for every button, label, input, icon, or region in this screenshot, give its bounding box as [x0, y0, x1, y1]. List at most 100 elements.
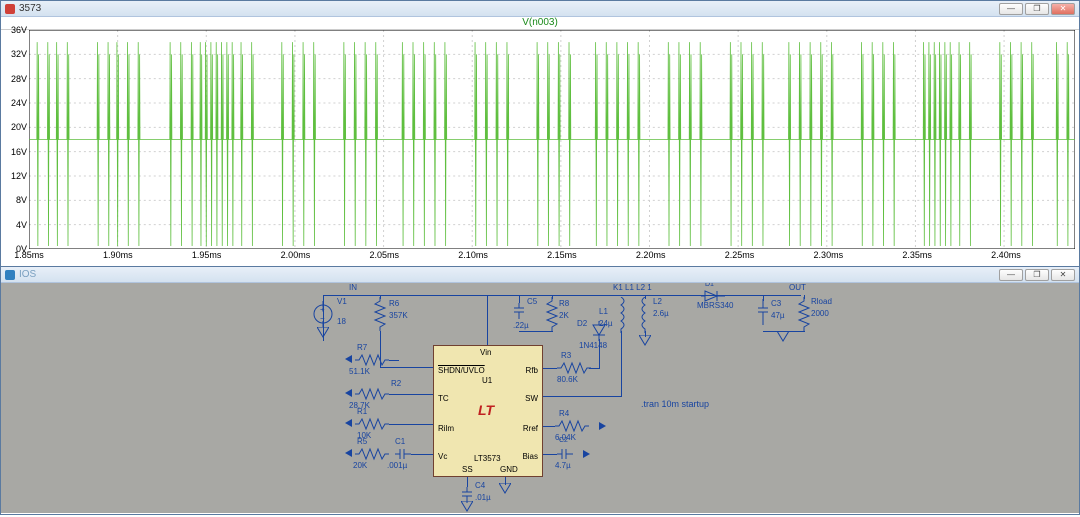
minimize-button[interactable]: —: [999, 3, 1023, 15]
component-l1[interactable]: [613, 297, 629, 333]
netlabel-in[interactable]: IN: [349, 283, 357, 292]
label-r6-ref: R6: [389, 299, 399, 308]
label-r3-val: 80.6K: [557, 375, 578, 384]
x-tick-label: 2.20ms: [636, 250, 666, 260]
x-tick-label: 1.90ms: [103, 250, 133, 260]
component-c5[interactable]: [512, 303, 526, 319]
plot-titlebar[interactable]: 3573 — ❐ ✕: [1, 1, 1079, 17]
gnd-icon: [317, 327, 329, 339]
schematic-canvas[interactable]: LT U1 LT3573 Vin SHDN/UVLO TC Rilm Vc Rf…: [1, 283, 1079, 513]
schematic-window: IOS — ❐ ✕ LT U1 LT3573 Vin SHDN/UVLO TC …: [0, 267, 1080, 515]
x-tick-label: 2.15ms: [547, 250, 577, 260]
label-c4-val: .01µ: [475, 493, 491, 502]
pin-rilm: Rilm: [438, 424, 454, 433]
port-r7[interactable]: [345, 355, 352, 363]
label-c1-ref: C1: [395, 437, 405, 446]
y-tick-label: 32V: [11, 49, 27, 59]
y-tick-label: 28V: [11, 74, 27, 84]
pin-vc: Vc: [438, 452, 447, 461]
label-l2-val: 2.6µ: [653, 309, 669, 318]
y-axis: 0V4V8V12V16V20V24V28V32V36V: [3, 30, 29, 249]
x-tick-label: 2.30ms: [814, 250, 844, 260]
x-tick-label: 2.00ms: [281, 250, 311, 260]
label-d2-ref: D2: [577, 319, 587, 328]
x-tick-label: 2.40ms: [991, 250, 1021, 260]
y-tick-label: 16V: [11, 147, 27, 157]
component-c1[interactable]: [395, 447, 411, 461]
pin-sw: SW: [525, 394, 538, 403]
port-r2[interactable]: [345, 389, 352, 397]
component-v1[interactable]: +−: [313, 299, 335, 329]
label-d2-val: 1N4148: [579, 341, 607, 350]
waveform-trace[interactable]: [29, 42, 1075, 246]
port-r5[interactable]: [345, 449, 352, 457]
label-r7-ref: R7: [357, 343, 367, 352]
component-c3[interactable]: [756, 299, 770, 325]
port-r4[interactable]: [599, 422, 606, 430]
component-c2[interactable]: [557, 447, 573, 461]
label-r5-ref: R5: [357, 437, 367, 446]
component-rload[interactable]: [797, 297, 811, 331]
component-r6[interactable]: [373, 297, 387, 331]
svg-text:+: +: [320, 305, 325, 314]
pin-rfb: Rfb: [526, 366, 538, 375]
label-rload-ref: Rload: [811, 297, 832, 306]
port-c2[interactable]: [583, 450, 590, 458]
port-r1[interactable]: [345, 419, 352, 427]
svg-text:−: −: [320, 314, 325, 323]
component-r4[interactable]: [555, 419, 589, 433]
maximize-button[interactable]: ❐: [1025, 269, 1049, 281]
label-c3-val: 47µ: [771, 311, 785, 320]
y-tick-label: 24V: [11, 98, 27, 108]
label-c4-ref: C4: [475, 481, 485, 490]
spice-directive[interactable]: .tran 10m startup: [641, 399, 709, 409]
component-d2[interactable]: [591, 321, 607, 341]
y-tick-label: 4V: [16, 220, 27, 230]
component-r8[interactable]: [545, 297, 559, 331]
label-r5-val: 20K: [353, 461, 367, 470]
pin-bias: Bias: [522, 452, 538, 461]
label-d1-val: MBRS340: [697, 301, 733, 310]
gnd-icon: [777, 331, 789, 343]
plot-area[interactable]: V(n003) 0V4V8V12V16V20V24V28V32V36V 1.85…: [1, 17, 1079, 265]
y-tick-label: 20V: [11, 122, 27, 132]
x-tick-label: 1.95ms: [192, 250, 222, 260]
component-l2[interactable]: [637, 297, 653, 333]
component-r7[interactable]: [355, 353, 389, 367]
x-axis: 1.85ms1.90ms1.95ms2.00ms2.05ms2.10ms2.15…: [29, 249, 1075, 265]
schematic-window-icon: [5, 270, 15, 280]
label-c3-ref: C3: [771, 299, 781, 308]
plot-window-title: 3573: [19, 3, 41, 14]
label-v1-val: 18: [337, 317, 346, 326]
label-rload-val: 2000: [811, 309, 829, 318]
x-tick-label: 2.25ms: [725, 250, 755, 260]
close-button[interactable]: ✕: [1051, 269, 1075, 281]
x-tick-label: 2.35ms: [902, 250, 932, 260]
label-l1-ref: L1: [599, 307, 608, 316]
ic-refdes: U1: [482, 376, 492, 385]
component-r2[interactable]: [355, 387, 389, 401]
label-r4-ref: R4: [559, 409, 569, 418]
label-c2-val: 4.7µ: [555, 461, 571, 470]
ic-body[interactable]: LT U1 LT3573 Vin SHDN/UVLO TC Rilm Vc Rf…: [433, 345, 543, 477]
pin-tc: TC: [438, 394, 449, 403]
component-r1[interactable]: [355, 417, 389, 431]
y-tick-label: 12V: [11, 171, 27, 181]
y-tick-label: 36V: [11, 25, 27, 35]
schematic-titlebar[interactable]: IOS — ❐ ✕: [1, 267, 1079, 283]
minimize-button[interactable]: —: [999, 269, 1023, 281]
label-r2-ref: R2: [391, 379, 401, 388]
component-r3[interactable]: [557, 361, 591, 375]
close-button[interactable]: ✕: [1051, 3, 1075, 15]
maximize-button[interactable]: ❐: [1025, 3, 1049, 15]
gnd-icon: [639, 335, 651, 347]
plot-canvas[interactable]: [29, 30, 1075, 249]
ic-part: LT3573: [474, 454, 501, 463]
label-r8-val: 2K: [559, 311, 569, 320]
component-r5[interactable]: [355, 447, 389, 461]
x-tick-label: 2.05ms: [369, 250, 399, 260]
netlabel-out[interactable]: OUT: [789, 283, 806, 292]
plot-legend[interactable]: V(n003): [1, 17, 1079, 30]
label-r8-ref: R8: [559, 299, 569, 308]
gnd-icon: [499, 483, 511, 495]
